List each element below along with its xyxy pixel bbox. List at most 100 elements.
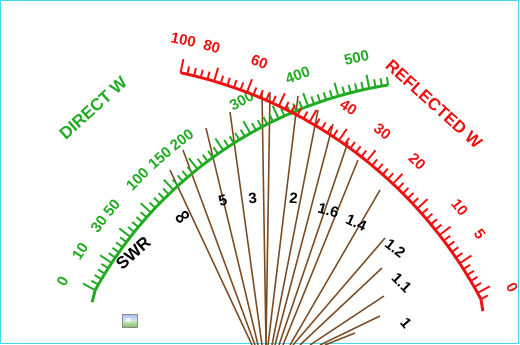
direct-scale-tick (280, 108, 286, 117)
reflected-scale-label: 60 (248, 51, 270, 73)
direct-scale-tick (379, 78, 383, 87)
swr-scale-line (292, 237, 386, 345)
reflected-scale-tick (246, 78, 253, 93)
direct-scale-tick (316, 94, 322, 103)
direct-scale-tick (207, 150, 214, 159)
direct-scale-tick (140, 211, 148, 219)
reflected-scale-tick (308, 109, 318, 123)
direct-scale-label: 100 (123, 164, 153, 194)
reflected-scale-tick (421, 207, 429, 215)
swr-scale-line (282, 159, 359, 345)
direct-scale-tick (97, 268, 106, 275)
reflected-scale-tick (477, 285, 491, 294)
direct-scale-tick (354, 83, 358, 92)
direct-scale-tick (111, 246, 120, 254)
direct-scale-tick (322, 91, 328, 101)
reflected-scale-ticks (179, 58, 491, 312)
reflected-scale-tick (349, 141, 356, 150)
swr-lines (169, 91, 386, 345)
swr-scale-label: 3 (248, 190, 258, 208)
direct-scale-tick (228, 135, 235, 144)
direct-scale-tick (135, 216, 144, 223)
direct-scale-tick (223, 139, 230, 148)
reflected-scale-tick (411, 197, 420, 205)
direct-scale-tick (171, 179, 179, 187)
swr-scale-line (265, 91, 271, 345)
direct-scale-tick (251, 122, 257, 131)
direct-scale-tick (94, 274, 103, 280)
reflected-scale-tick (213, 67, 220, 82)
swr-scale-line (205, 127, 259, 345)
direct-scale-tick (162, 187, 170, 196)
reflected-scale-tick (332, 129, 339, 138)
reflected-scale-tick (239, 82, 245, 91)
direct-scale-tick (118, 227, 131, 238)
reflected-scale-tick (193, 67, 197, 77)
swr-scale-line (261, 92, 267, 345)
swr-scale-line (309, 295, 385, 345)
reflected-scale-label: 5 (470, 226, 489, 243)
direct-scale-tick (239, 129, 246, 138)
reflected-scale-tick (179, 58, 185, 73)
reflected-scale-label: 80 (201, 36, 222, 57)
reflected-scale-tick (326, 125, 333, 134)
direct-scale-tick (202, 154, 209, 162)
direct-scale-tick (131, 221, 139, 228)
reflected-scale-tick (284, 101, 290, 110)
reflected-scale-tick (360, 149, 368, 158)
direct-scale-ticks (82, 74, 390, 303)
direct-scale-tick (341, 86, 346, 95)
reflected-scale-tick (387, 172, 394, 180)
direct-scale-tick (99, 254, 113, 264)
reflected-scale-tick (473, 282, 482, 288)
direct-scale-tick (268, 113, 274, 122)
reflected-scale-tick (258, 89, 264, 98)
direct-scale-arc (93, 83, 389, 291)
reflected-scale-tick (365, 149, 377, 162)
reflected-scale-label: 40 (336, 96, 359, 119)
reflected-scale-tick (438, 225, 452, 236)
reflected-scale-tick (451, 246, 460, 253)
swr-scale-label: 2 (288, 190, 298, 208)
reflected-scale-tick (376, 163, 384, 171)
reflected-scale-tick (338, 128, 348, 142)
reflected-scale-title: REFLECTED W (382, 56, 487, 153)
reflected-scale-tick (219, 75, 225, 84)
swr-scale-label: 1.2 (381, 235, 408, 261)
direct-scale-label: 0 (54, 274, 73, 289)
direct-scale-tick (181, 170, 189, 178)
direct-scale-tick (242, 120, 252, 134)
direct-scale-tick (328, 90, 334, 99)
swr-scale-label: 1.1 (388, 269, 415, 296)
swr-scale-line (289, 189, 381, 345)
swr-scale-line (271, 109, 319, 345)
reflected-scale-tick (186, 66, 191, 75)
reflected-scale-tick (430, 218, 438, 226)
direct-scale-tick (127, 226, 135, 233)
reflected-scale-tick (416, 198, 429, 210)
direct-scale-tick (214, 138, 225, 151)
direct-scale-tick (310, 96, 316, 105)
swr-scale-line (229, 111, 263, 345)
reflected-scale-tick (462, 263, 471, 270)
swr-scale-line (278, 141, 349, 345)
swr-scale-title: SWR (112, 233, 154, 274)
direct-scale-tick (139, 202, 152, 214)
reflected-scale-label: 0 (502, 280, 520, 295)
direct-scale-title: DIRECT W (56, 72, 132, 143)
direct-scale-tick (100, 263, 109, 270)
direct-scale-label: 10 (69, 240, 92, 263)
swr-scale-line (274, 123, 334, 345)
direct-scale-tick (302, 92, 310, 107)
reflected-scale-tick (443, 235, 451, 242)
reflected-scale-label: 10 (447, 196, 471, 220)
reflected-scale-tick (343, 137, 351, 146)
reflected-scale-tick (277, 92, 286, 107)
direct-scale-tick (82, 282, 96, 292)
swr-scale-line (319, 315, 381, 345)
reflected-scale: 100 80 60 40 30 20 10 5 0 REFLECTED W (169, 29, 520, 312)
direct-scale-tick (196, 158, 204, 166)
